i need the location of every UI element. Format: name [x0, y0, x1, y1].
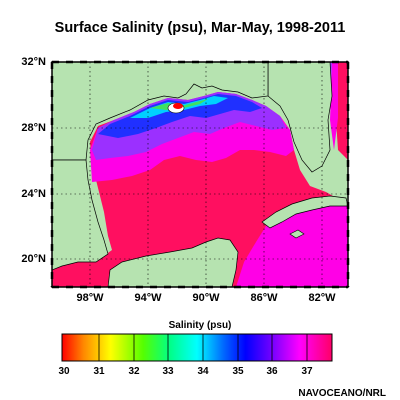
us-gulf-coast: [52, 62, 269, 161]
graticule: [52, 62, 348, 287]
river-mouth-red: [173, 103, 183, 109]
lat-label-28: 28°N: [21, 122, 46, 134]
colorbar-tick-35: 35: [232, 366, 244, 377]
lat-label-20: 20°N: [21, 253, 46, 265]
lon-label-86: 86°W: [250, 292, 278, 304]
map-border: [50, 60, 350, 289]
lat-label-24: 24°N: [21, 188, 46, 200]
lat-label-32: 32°N: [21, 56, 46, 68]
mexico-coast: [52, 159, 109, 271]
colorbar-tick-34: 34: [197, 366, 209, 377]
florida-peninsula: [267, 62, 333, 173]
lon-label-94: 94°W: [134, 292, 162, 304]
colorbar-tick-33: 33: [162, 366, 174, 377]
figure-title: Surface Salinity (psu), Mar-May, 1998-20…: [54, 20, 346, 36]
nearshore-green: [150, 99, 208, 110]
isla-juventud: [289, 229, 305, 239]
colorbar-title: Salinity (psu): [168, 320, 232, 331]
colorbar-tick-32: 32: [128, 366, 140, 377]
colorbar-ticks: [98, 334, 308, 361]
lon-label-90: 90°W: [192, 292, 220, 304]
atlantic-strip: [336, 62, 348, 160]
colorbar-tick-30: 30: [58, 366, 70, 377]
colorbar: [61, 333, 333, 362]
cuba: [261, 195, 348, 229]
lon-label-82: 82°W: [308, 292, 336, 304]
coastal-blue: [98, 94, 262, 138]
colorbar-tick-31: 31: [93, 366, 105, 377]
colorbar-tick-36: 36: [266, 366, 278, 377]
colorbar-tick-37: 37: [301, 366, 313, 377]
lon-label-98: 98°W: [76, 292, 104, 304]
salinity-field: [52, 62, 348, 287]
credit-text: NAVOCEANO/NRL: [298, 388, 386, 399]
